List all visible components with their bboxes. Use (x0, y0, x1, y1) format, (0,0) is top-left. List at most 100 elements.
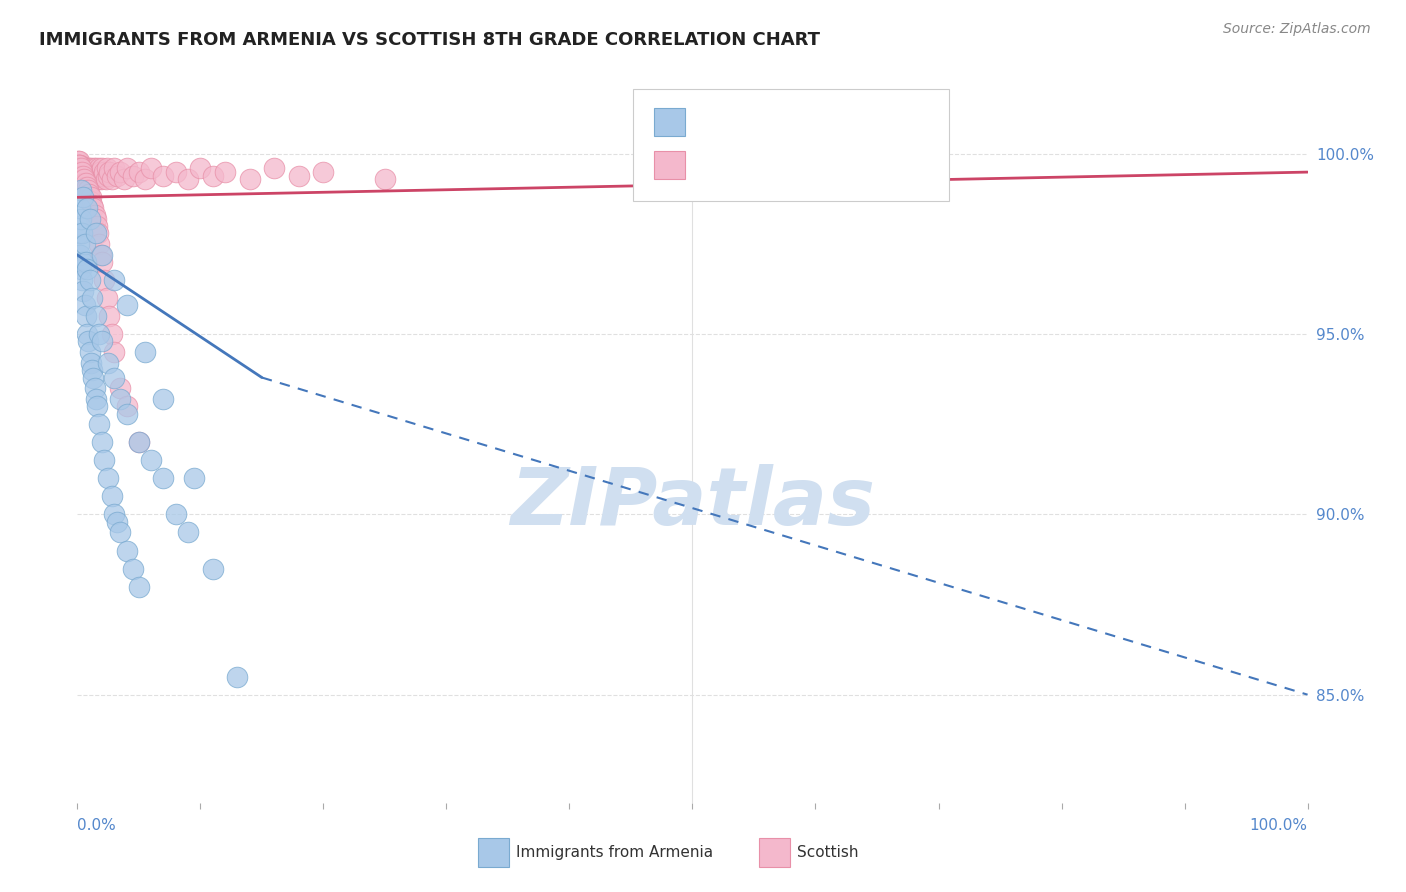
Point (83, 169, 105, 183)
Text: 0.524: 0.524 (731, 156, 783, 174)
Point (83, 161, 105, 176)
Point (79, 169, 101, 183)
Point (69, 219, 91, 234)
Point (86, 400, 108, 414)
Point (67, 154, 90, 169)
Point (112, 172, 135, 186)
Point (76, 169, 98, 183)
Point (105, 169, 128, 183)
Point (75, 255, 97, 269)
Point (69, 248, 91, 262)
Point (73, 237, 96, 252)
Point (83, 381, 105, 395)
Point (201, 169, 224, 183)
Point (96, 161, 118, 176)
Point (115, 298, 138, 312)
Point (84, 392, 107, 406)
Text: 100.0%: 100.0% (1250, 818, 1308, 832)
Point (70, 165, 93, 179)
Point (84, 165, 107, 179)
Point (73, 165, 96, 179)
Point (75, 310, 97, 324)
Point (69, 165, 91, 179)
Point (75, 172, 97, 186)
Point (190, 161, 212, 176)
Point (75, 161, 97, 176)
Point (128, 435, 150, 450)
Point (152, 392, 174, 406)
Point (89, 327, 111, 342)
Point (66, 154, 89, 169)
Point (77, 334, 100, 349)
Point (75, 183, 97, 197)
Point (101, 490, 124, 504)
Point (101, 172, 124, 186)
Point (86, 169, 108, 183)
Point (103, 370, 125, 384)
Point (75, 179, 97, 194)
Point (165, 508, 187, 522)
Point (73, 172, 96, 186)
Point (87, 161, 110, 176)
Point (67, 158, 90, 172)
Point (76, 262, 98, 277)
Point (226, 670, 249, 684)
Point (91, 169, 114, 183)
Point (89, 169, 111, 183)
Point (72, 169, 94, 183)
Point (70, 161, 93, 176)
Point (87, 227, 110, 241)
Text: R =: R = (693, 156, 730, 174)
Point (70, 273, 93, 287)
Point (98, 165, 121, 179)
Point (177, 172, 200, 186)
Point (80, 356, 103, 370)
Point (374, 172, 396, 186)
Point (110, 392, 132, 406)
Point (79, 165, 101, 179)
Point (70, 165, 93, 179)
Text: 63: 63 (837, 113, 859, 131)
Point (177, 525, 200, 540)
Point (90, 334, 114, 349)
Point (69, 161, 91, 176)
Point (69, 165, 91, 179)
Point (86, 161, 108, 176)
Point (73, 298, 96, 312)
Point (79, 273, 101, 287)
Point (80, 190, 103, 204)
Point (165, 165, 187, 179)
Point (76, 327, 98, 342)
Point (105, 515, 128, 529)
Point (89, 237, 111, 252)
Point (90, 161, 114, 176)
Point (183, 471, 205, 485)
Point (84, 172, 107, 186)
Point (115, 407, 138, 421)
Text: N =: N = (800, 156, 837, 174)
Point (288, 169, 311, 183)
Point (110, 165, 132, 179)
Text: ZIPatlas: ZIPatlas (510, 464, 875, 542)
Point (115, 543, 138, 558)
Point (75, 169, 97, 183)
Point (69, 161, 91, 176)
Point (201, 561, 224, 575)
Point (93, 273, 115, 287)
Point (80, 161, 103, 176)
Point (83, 208, 105, 222)
Point (76, 186, 98, 201)
Point (239, 172, 262, 186)
Point (72, 161, 94, 176)
Point (97, 471, 120, 485)
Point (84, 310, 107, 324)
Point (82, 172, 104, 186)
Point (72, 172, 94, 186)
Point (82, 291, 104, 305)
Point (70, 211, 93, 226)
Point (82, 201, 104, 215)
Point (73, 176, 96, 190)
Point (67, 161, 90, 176)
Point (89, 165, 111, 179)
Point (97, 169, 120, 183)
